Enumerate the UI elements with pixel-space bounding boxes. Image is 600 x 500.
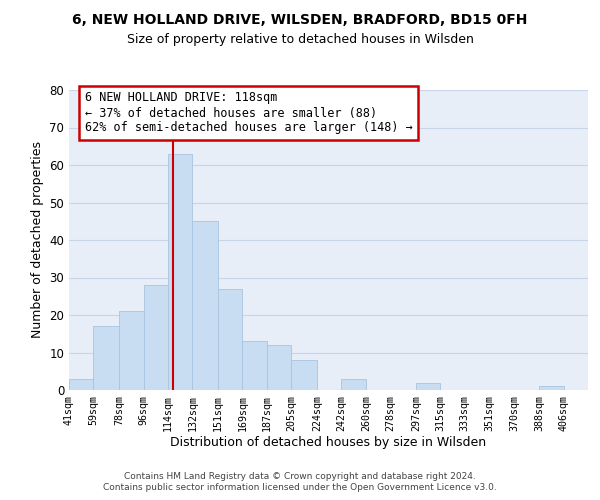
Text: 6, NEW HOLLAND DRIVE, WILSDEN, BRADFORD, BD15 0FH: 6, NEW HOLLAND DRIVE, WILSDEN, BRADFORD,… — [73, 12, 527, 26]
Bar — [218, 289, 242, 390]
Text: 6 NEW HOLLAND DRIVE: 118sqm
← 37% of detached houses are smaller (88)
62% of sem: 6 NEW HOLLAND DRIVE: 118sqm ← 37% of det… — [85, 92, 412, 134]
Text: Contains HM Land Registry data © Crown copyright and database right 2024.: Contains HM Land Registry data © Crown c… — [124, 472, 476, 481]
Bar — [267, 345, 291, 390]
Bar — [341, 379, 366, 390]
Bar — [69, 379, 94, 390]
Text: Contains public sector information licensed under the Open Government Licence v3: Contains public sector information licen… — [103, 484, 497, 492]
Bar — [291, 360, 317, 390]
X-axis label: Distribution of detached houses by size in Wilsden: Distribution of detached houses by size … — [170, 436, 487, 450]
Bar — [168, 154, 193, 390]
Bar — [539, 386, 563, 390]
Bar — [416, 382, 440, 390]
Bar — [242, 341, 267, 390]
Bar — [193, 221, 218, 390]
Y-axis label: Number of detached properties: Number of detached properties — [31, 142, 44, 338]
Text: Size of property relative to detached houses in Wilsden: Size of property relative to detached ho… — [127, 32, 473, 46]
Bar — [94, 326, 119, 390]
Bar — [119, 311, 143, 390]
Bar — [143, 285, 168, 390]
